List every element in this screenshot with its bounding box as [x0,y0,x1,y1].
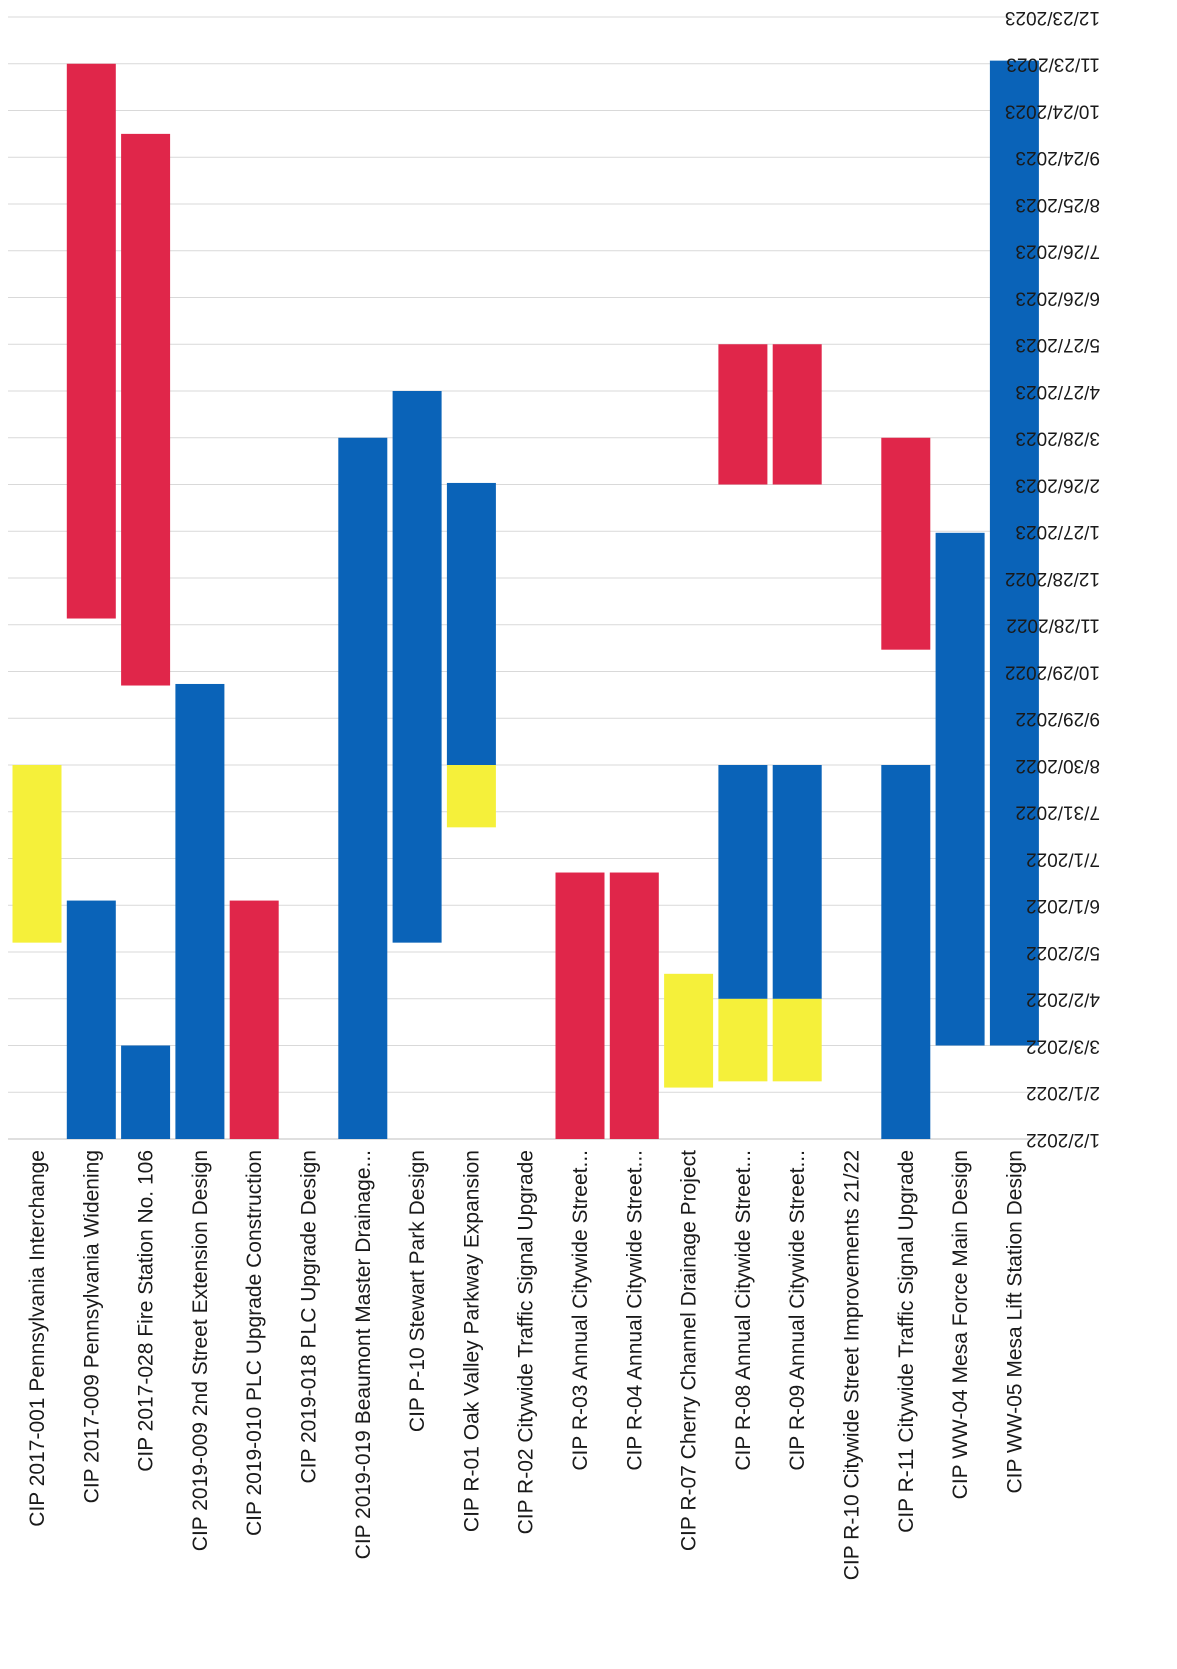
bar-segment-blue [772,765,822,999]
category-label: CIP 2017-001 Pennsylvania Interchange [26,1150,49,1527]
date-tick-label: 5/2/2022 [1026,942,1100,963]
category-label: CIP R-02 Citywide Traffic Signal Upgrade [515,1150,538,1534]
date-tick-label: 4/2/2022 [1026,989,1100,1010]
date-tick-label: 8/25/2023 [1015,194,1100,215]
category-label: CIP R-01 Oak Valley Parkway Expansion [460,1150,483,1532]
date-tick-label: 2/1/2022 [1026,1082,1100,1103]
bar-segment-blue [935,532,985,1046]
bar-segment-blue [989,60,1039,1046]
bar-segment-yellow [446,765,496,828]
date-tick-label: 1/27/2023 [1015,521,1100,542]
bar-segment-red [881,437,931,650]
category-label: CIP R-07 Cherry Channel Drainage Project [678,1150,701,1551]
date-tick-label: 7/31/2022 [1015,802,1100,823]
date-tick-label: 10/29/2022 [1005,661,1100,682]
bar-segment-blue [121,1045,171,1139]
date-tick-label: 8/30/2022 [1015,755,1100,776]
date-tick-label: 9/24/2023 [1015,147,1100,168]
date-tick-label: 4/27/2023 [1015,381,1100,402]
category-label: CIP 2017-009 Pennsylvania Widening [80,1150,103,1503]
bar-segment-blue [175,683,225,1139]
category-label: CIP 2017-028 Fire Station No. 106 [135,1150,158,1472]
category-label: CIP 2019-010 PLC Upgrade Construction [243,1150,266,1536]
category-label: CIP R-04 Annual Citywide Street... [623,1150,646,1471]
date-tick-label: 3/3/2022 [1026,1035,1100,1056]
date-tick-label: 10/24/2023 [1005,100,1100,121]
bar-segment-yellow [718,998,768,1082]
category-label: CIP 2019-019 Beaumont Master Drainage... [352,1150,375,1559]
bar-segment-yellow [12,765,62,943]
date-tick-label: 6/1/2022 [1026,895,1100,916]
bar-segment-red [121,133,171,686]
category-label: CIP R-10 Citywide Street Improvements 21… [841,1150,864,1580]
date-tick-label: 6/26/2023 [1015,287,1100,308]
date-tick-label: 9/29/2022 [1015,708,1100,729]
date-tick-label: 11/23/2023 [1006,54,1100,75]
date-tick-label: 11/28/2022 [1006,615,1100,636]
bar-segment-red [66,63,116,619]
date-tick-label: 12/23/2023 [1005,7,1100,28]
date-tick-label: 12/28/2022 [1005,568,1100,589]
bar-segment-yellow [664,973,714,1088]
bar-segment-red [718,344,768,485]
date-tick-label: 3/28/2023 [1015,428,1100,449]
date-tick-label: 7/1/2022 [1026,848,1100,869]
category-label: CIP WW-04 Mesa Force Main Design [949,1150,972,1499]
category-label: CIP WW-05 Mesa Lift Station Design [1003,1150,1026,1494]
bars [12,60,1039,1139]
date-tick-label: 1/2/2022 [1026,1129,1100,1150]
date-tick-labels: 1/2/2022 2/1/2022 3/3/2022 4/2/2022 5/2/2022… [1005,7,1100,1150]
date-tick-label: 2/26/2023 [1015,474,1100,495]
date-tick-label: 7/26/2023 [1015,241,1100,262]
category-label: CIP 2019-009 2nd Street Extension Design [189,1150,212,1551]
category-label: CIP R-08 Annual Citywide Street... [732,1150,755,1471]
bar-segment-yellow [772,998,822,1082]
bar-segment-blue [881,765,931,1139]
bar-segment-blue [718,765,768,999]
category-label: CIP 2019-018 PLC Upgrade Design [298,1150,321,1484]
bar-segment-blue [338,437,388,1139]
bar-segment-blue [66,900,116,1139]
bar-segment-blue [392,391,442,943]
bar-segment-red [772,344,822,485]
bar-segment-red [229,900,279,1139]
category-label: CIP R-11 Citywide Traffic Signal Upgrade [895,1150,918,1533]
bar-segment-blue [446,482,496,765]
category-label: CIP P-10 Stewart Park Design [406,1150,429,1432]
bar-segment-red [555,872,605,1139]
category-label: CIP R-09 Annual Citywide Street... [786,1150,809,1471]
category-label: CIP R-03 Annual Citywide Street... [569,1150,592,1471]
date-tick-label: 5/27/2023 [1015,334,1100,355]
category-labels: CIP 2017-001 Pennsylvania Interchange CIP… [26,1150,1026,1580]
bar-segment-red [609,872,659,1139]
